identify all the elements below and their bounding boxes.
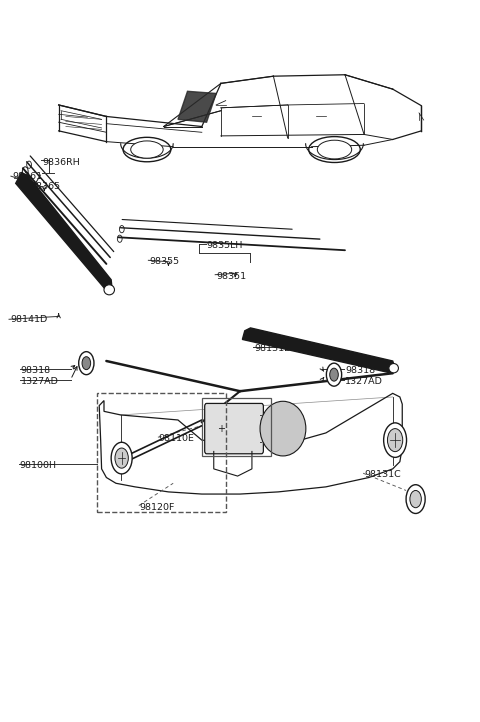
Text: 98351: 98351 bbox=[216, 271, 246, 281]
Circle shape bbox=[406, 484, 425, 513]
Text: 98141D: 98141D bbox=[10, 315, 47, 323]
Ellipse shape bbox=[389, 363, 398, 373]
Circle shape bbox=[79, 352, 94, 375]
Circle shape bbox=[82, 357, 91, 370]
Polygon shape bbox=[16, 173, 112, 290]
Text: 1327AD: 1327AD bbox=[21, 377, 59, 386]
FancyBboxPatch shape bbox=[204, 404, 264, 454]
Circle shape bbox=[384, 423, 407, 457]
Text: 98318: 98318 bbox=[21, 366, 50, 375]
Ellipse shape bbox=[131, 141, 163, 158]
Text: 98318: 98318 bbox=[345, 366, 375, 375]
Ellipse shape bbox=[317, 140, 352, 159]
Circle shape bbox=[326, 363, 342, 386]
Polygon shape bbox=[242, 328, 395, 373]
Text: 98120F: 98120F bbox=[140, 503, 175, 511]
Text: 98361: 98361 bbox=[12, 172, 42, 180]
Circle shape bbox=[330, 368, 338, 381]
Text: 1327AD: 1327AD bbox=[345, 377, 383, 386]
Circle shape bbox=[115, 448, 128, 468]
Text: 9835LH: 9835LH bbox=[206, 241, 243, 251]
Text: 9836RH: 9836RH bbox=[42, 158, 80, 167]
Text: 98100H: 98100H bbox=[20, 461, 57, 470]
Polygon shape bbox=[99, 393, 402, 494]
Text: 98131C: 98131C bbox=[364, 470, 401, 479]
Text: +: + bbox=[217, 424, 225, 434]
Polygon shape bbox=[178, 91, 216, 122]
Ellipse shape bbox=[260, 401, 306, 456]
Circle shape bbox=[410, 490, 421, 508]
Text: 98365: 98365 bbox=[30, 182, 60, 191]
Text: 98131D: 98131D bbox=[254, 344, 292, 353]
Text: 98110E: 98110E bbox=[159, 434, 195, 443]
Circle shape bbox=[387, 429, 403, 452]
Ellipse shape bbox=[104, 284, 115, 295]
Circle shape bbox=[111, 443, 132, 474]
Text: 98355: 98355 bbox=[149, 257, 180, 266]
